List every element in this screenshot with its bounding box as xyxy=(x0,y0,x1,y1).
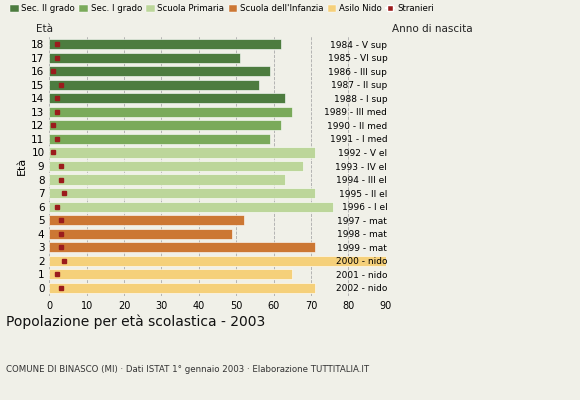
Text: COMUNE DI BINASCO (MI) · Dati ISTAT 1° gennaio 2003 · Elaborazione TUTTITALIA.IT: COMUNE DI BINASCO (MI) · Dati ISTAT 1° g… xyxy=(6,365,369,374)
Bar xyxy=(49,93,285,103)
Bar xyxy=(49,120,281,130)
Bar xyxy=(49,80,259,90)
Text: Popolazione per età scolastica - 2003: Popolazione per età scolastica - 2003 xyxy=(6,314,265,329)
Bar xyxy=(49,242,315,252)
Legend: Sec. II grado, Sec. I grado, Scuola Primaria, Scuola dell'Infanzia, Asilo Nido, : Sec. II grado, Sec. I grado, Scuola Prim… xyxy=(10,4,434,13)
Y-axis label: Età: Età xyxy=(17,157,27,175)
Text: Anno di nascita: Anno di nascita xyxy=(392,24,472,34)
Bar xyxy=(49,161,303,171)
Bar xyxy=(49,66,270,76)
Bar xyxy=(49,134,270,144)
Bar xyxy=(49,39,281,49)
Bar xyxy=(49,283,315,293)
Bar xyxy=(49,202,334,212)
Bar xyxy=(49,215,244,225)
Bar xyxy=(49,147,315,158)
Text: Età: Età xyxy=(36,24,53,34)
Bar xyxy=(49,256,386,266)
Bar xyxy=(49,174,285,185)
Bar xyxy=(49,107,292,117)
Bar xyxy=(49,229,233,239)
Bar xyxy=(49,188,315,198)
Bar xyxy=(49,269,292,280)
Bar xyxy=(49,52,240,63)
